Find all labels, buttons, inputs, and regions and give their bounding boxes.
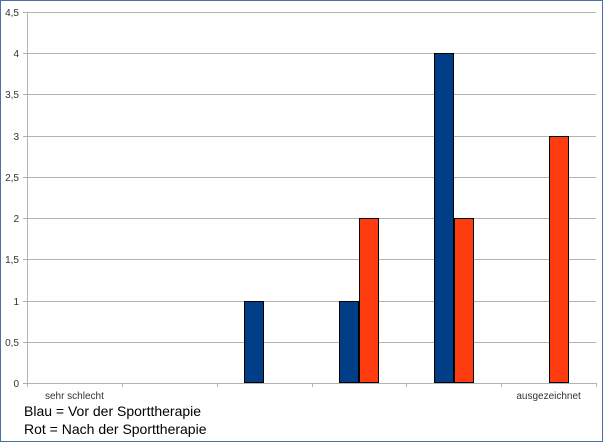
y-tick-label: 1,5 <box>5 255 19 266</box>
y-tick-label: 2 <box>13 214 19 225</box>
y-tick-label: 1 <box>13 297 19 308</box>
y-tick-label: 3,5 <box>5 90 19 101</box>
legend-note-blue: Blau = Vor der Sporttherapie <box>24 403 202 419</box>
bars <box>244 53 569 383</box>
y-tick-label: 2,5 <box>5 173 19 184</box>
axes <box>23 12 597 387</box>
y-tick-label: 0,5 <box>5 338 19 349</box>
y-tick-label: 4,5 <box>5 8 19 19</box>
bar-series1-cat5 <box>434 53 454 383</box>
tick-labels: 0 0,5 1 1,5 2 2,5 3 3,5 4 4,5 sehr schlecht ausgeze… <box>5 8 581 402</box>
y-tick-label: 0 <box>13 379 19 390</box>
y-tick-label: 4 <box>13 49 19 60</box>
y-tick-label: 3 <box>13 132 19 143</box>
legend-note-red: Rot = Nach der Sporttherapie <box>24 421 207 437</box>
bar-series1-cat3 <box>244 301 264 383</box>
bar-series2-cat6 <box>549 136 569 383</box>
gridlines <box>27 12 596 384</box>
x-tick-label: ausgezeichnet <box>516 391 581 402</box>
x-tick-label: sehr schlecht <box>45 391 104 402</box>
bar-series2-cat4 <box>359 218 379 383</box>
bar-series1-cat4 <box>339 301 359 383</box>
bar-series2-cat5 <box>454 218 474 383</box>
